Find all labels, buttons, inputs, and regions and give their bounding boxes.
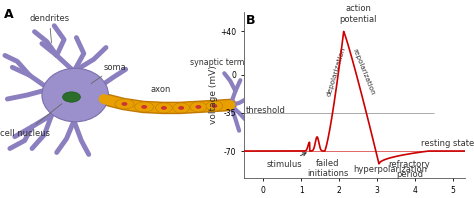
Text: dendrites: dendrites bbox=[29, 14, 69, 43]
Ellipse shape bbox=[191, 102, 207, 112]
Text: stimulus: stimulus bbox=[266, 153, 306, 169]
Ellipse shape bbox=[115, 99, 134, 109]
Text: failed
initiations: failed initiations bbox=[307, 159, 348, 178]
Ellipse shape bbox=[142, 106, 146, 108]
Text: synaptic terminals: synaptic terminals bbox=[191, 58, 263, 67]
Text: refractory
period: refractory period bbox=[389, 160, 430, 179]
Text: B: B bbox=[246, 14, 255, 27]
Text: depolarization: depolarization bbox=[326, 46, 347, 97]
Circle shape bbox=[42, 68, 109, 122]
Ellipse shape bbox=[134, 102, 154, 112]
Ellipse shape bbox=[122, 103, 127, 105]
Text: repolarization: repolarization bbox=[352, 48, 376, 96]
Text: threshold: threshold bbox=[246, 106, 286, 115]
Text: hyperpolarization: hyperpolarization bbox=[354, 165, 428, 174]
Ellipse shape bbox=[179, 107, 183, 109]
Text: cell nucleus: cell nucleus bbox=[0, 104, 62, 138]
Ellipse shape bbox=[155, 103, 173, 113]
Ellipse shape bbox=[135, 102, 154, 112]
Text: soma: soma bbox=[91, 63, 126, 84]
Text: action
potential: action potential bbox=[339, 4, 377, 24]
Ellipse shape bbox=[173, 103, 189, 113]
Ellipse shape bbox=[206, 101, 223, 111]
Ellipse shape bbox=[206, 101, 222, 111]
Ellipse shape bbox=[162, 107, 166, 109]
Ellipse shape bbox=[173, 103, 190, 113]
Ellipse shape bbox=[212, 105, 217, 107]
Ellipse shape bbox=[156, 103, 172, 113]
Ellipse shape bbox=[190, 102, 207, 112]
Text: A: A bbox=[4, 8, 13, 21]
Ellipse shape bbox=[196, 106, 201, 108]
Ellipse shape bbox=[115, 99, 134, 109]
Text: resting state: resting state bbox=[421, 139, 474, 148]
Ellipse shape bbox=[63, 92, 81, 102]
Y-axis label: voltage (mV): voltage (mV) bbox=[209, 66, 218, 124]
Text: axon: axon bbox=[150, 85, 170, 94]
